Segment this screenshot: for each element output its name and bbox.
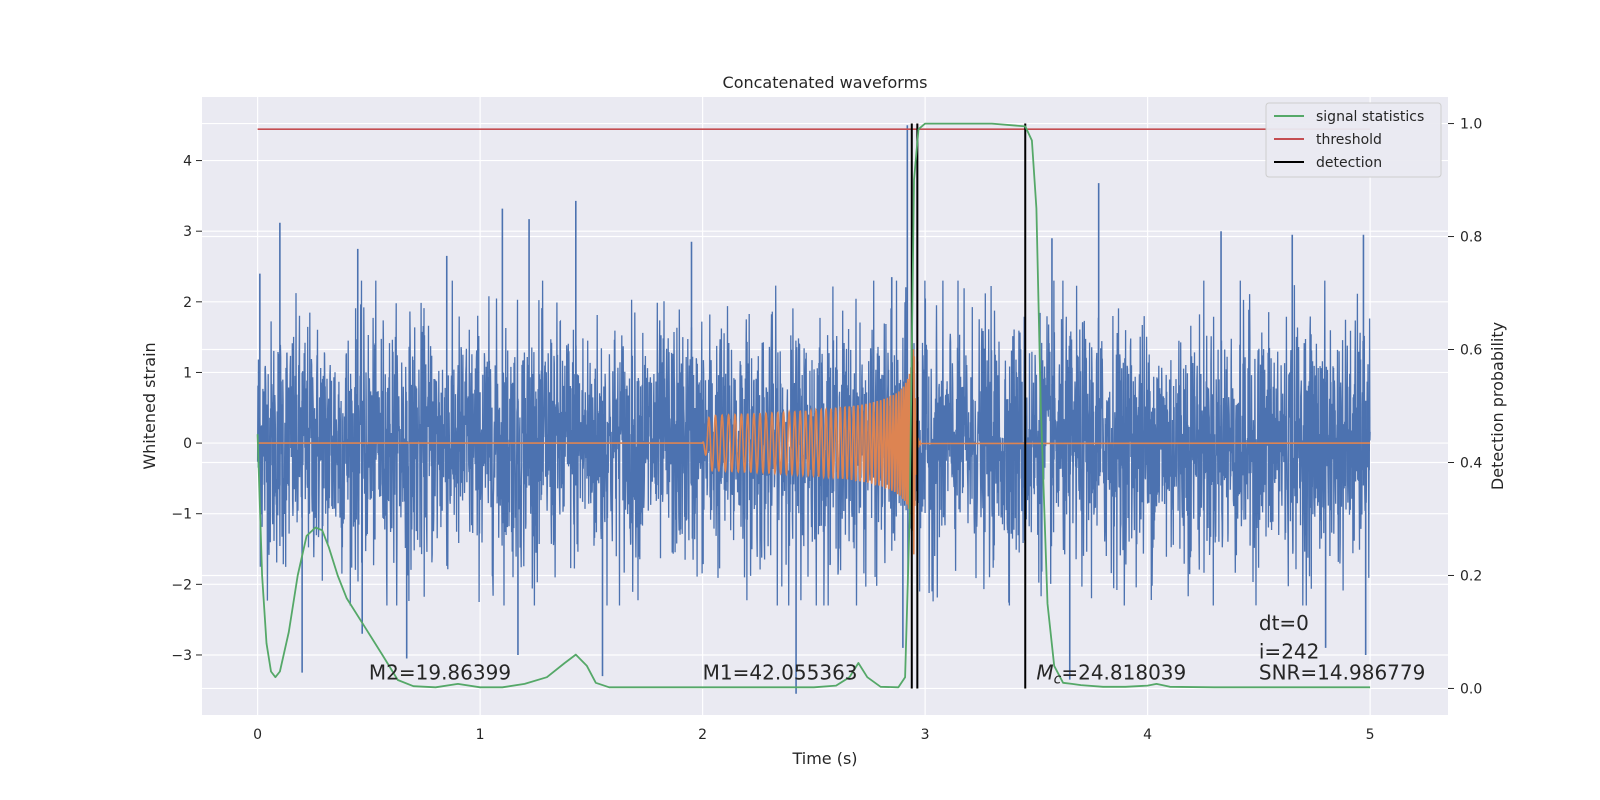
- annotation-chirp-mass: Mc=24.818039: [1036, 661, 1186, 688]
- whitened-strain-series: [256, 125, 1371, 694]
- x-tick-label: 0: [253, 727, 262, 743]
- y-tick-label: −2: [171, 577, 192, 593]
- legend-detection-label: detection: [1316, 155, 1382, 171]
- y2-tick-label: 0.4: [1460, 455, 1482, 471]
- y-tick-label: 4: [183, 154, 192, 170]
- waveform-template-series: [257, 349, 1371, 555]
- y2-tick-label: 0.0: [1460, 681, 1482, 697]
- signal-statistics-line: [256, 122, 1371, 689]
- x-tick-label: 4: [1143, 727, 1152, 743]
- tick-layer: 0 1 2 3 4 5 −3 −2 −1 0 1 2 3 4 0.0 0.2 0.4 0.6 0.8 1.0: [171, 117, 1482, 743]
- y-tick-label: −3: [171, 648, 192, 664]
- chart-title: Concatenated waveforms: [723, 73, 928, 92]
- annotation-layer: M2=19.86399 M1=42.055363 Mc=24.818039 dt=0 i…: [369, 611, 1425, 687]
- detection-series-layer: [256, 122, 1371, 689]
- y2-axis-label: Detection probability: [1488, 322, 1507, 490]
- y-tick-label: −1: [171, 507, 192, 523]
- annotation-label: M2=19.86399: [369, 661, 511, 685]
- y-tick-label: 2: [183, 295, 192, 311]
- y-tick-label: 1: [183, 365, 192, 381]
- y2-tick-label: 1.0: [1460, 117, 1482, 133]
- y-tick-label: 0: [183, 436, 192, 452]
- annotation-label: i=242: [1259, 639, 1320, 663]
- y2-tick-label: 0.2: [1460, 568, 1482, 584]
- annotation-label: dt=0: [1259, 611, 1309, 635]
- waveform-template-line: [257, 349, 1371, 555]
- legend: signal statistics threshold detection: [1265, 102, 1442, 178]
- legend-threshold-label: threshold: [1316, 132, 1382, 148]
- y-tick-label: 3: [183, 224, 192, 240]
- x-tick-label: 2: [698, 727, 707, 743]
- legend-box: [1265, 102, 1442, 178]
- annotation-label: M1=42.055363: [703, 661, 858, 685]
- y2-tick-label: 0.6: [1460, 343, 1482, 359]
- x-tick-label: 1: [476, 727, 485, 743]
- x-axis-label: Time (s): [791, 749, 857, 768]
- annotation-label: SNR=14.986779: [1259, 661, 1425, 685]
- x-tick-label: 5: [1366, 727, 1375, 743]
- y2-tick-label: 0.8: [1460, 230, 1482, 246]
- x-tick-label: 3: [921, 727, 930, 743]
- y-axis-label: Whitened strain: [140, 342, 159, 469]
- legend-signal-statistics-label: signal statistics: [1316, 109, 1424, 125]
